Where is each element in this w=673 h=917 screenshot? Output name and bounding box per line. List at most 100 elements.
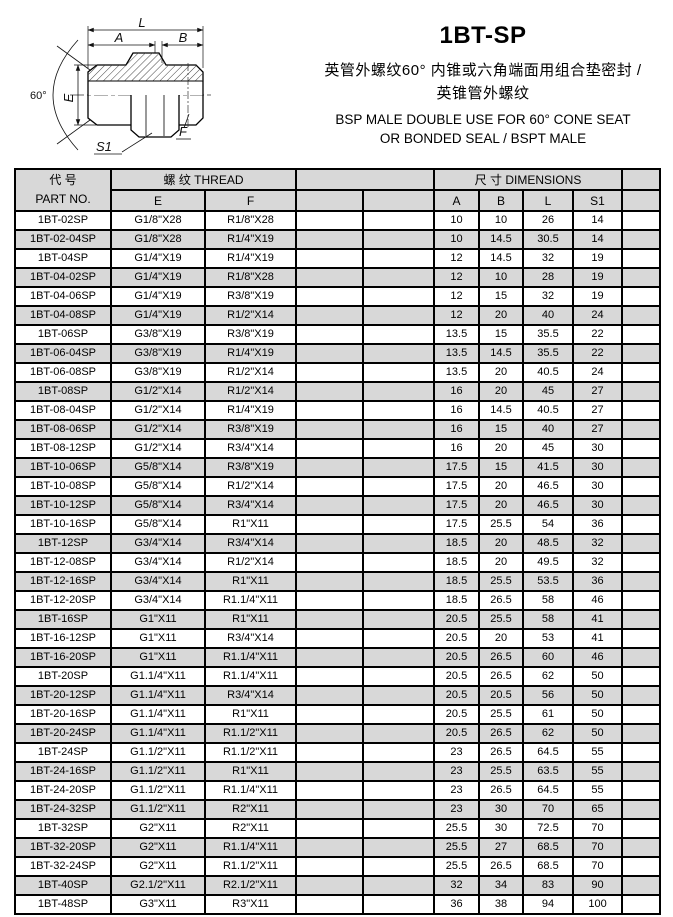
- cell-dim-s1: 36: [572, 571, 624, 592]
- cell-blank-2: [362, 799, 436, 820]
- cell-blank-2: [362, 419, 436, 440]
- cell-dim-b: 14.5: [478, 343, 525, 364]
- cell-blank-1: [295, 761, 365, 782]
- table-row: 1BT-10-16SP G5/8"X14 R1"X11 17.5 25.5 54 36: [14, 514, 662, 535]
- cell-dim-a: 12: [433, 286, 481, 307]
- cell-dim-l: 53: [522, 628, 575, 649]
- cell-dim-l: 68.5: [522, 837, 575, 858]
- cell-part-no: 1BT-06-04SP: [14, 343, 112, 364]
- dim-label-e: E: [61, 93, 76, 102]
- cell-dim-b: 20: [478, 362, 525, 383]
- header-col-e: E: [110, 189, 206, 212]
- cell-dim-s1: 32: [572, 533, 624, 554]
- cell-blank-2: [362, 305, 436, 326]
- cell-blank-3: [621, 210, 662, 231]
- cell-part-no: 1BT-48SP: [14, 894, 112, 915]
- cell-part-no: 1BT-24-20SP: [14, 780, 112, 801]
- cell-blank-3: [621, 799, 662, 820]
- cell-dim-a: 20.5: [433, 723, 481, 744]
- hex-nut: [130, 95, 180, 138]
- cell-blank-1: [295, 514, 365, 535]
- cell-dim-a: 12: [433, 248, 481, 269]
- cell-blank-2: [362, 609, 436, 630]
- cell-dim-a: 20.5: [433, 704, 481, 725]
- cell-dim-s1: 50: [572, 704, 624, 725]
- cell-thread-e: G1.1/4"X11: [110, 685, 206, 706]
- cell-blank-1: [295, 666, 365, 687]
- cell-blank-3: [621, 761, 662, 782]
- cell-dim-b: 38: [478, 894, 525, 915]
- cell-blank-3: [621, 552, 662, 573]
- cell-thread-e: G1/8"X28: [110, 229, 206, 250]
- cell-dim-s1: 27: [572, 381, 624, 402]
- cell-blank-1: [295, 723, 365, 744]
- cell-blank-2: [362, 400, 436, 421]
- cell-thread-f: R1/2"X14: [203, 381, 298, 402]
- cell-dim-l: 30.5: [522, 229, 575, 250]
- cell-dim-l: 26: [522, 210, 575, 231]
- cell-dim-l: 48.5: [522, 533, 575, 554]
- cell-part-no: 1BT-32-24SP: [14, 856, 112, 877]
- cell-blank-2: [362, 438, 436, 459]
- subtitle-english-line2: OR BONDED SEAL / BSPT MALE: [379, 131, 587, 146]
- cell-part-no: 1BT-04SP: [14, 248, 112, 269]
- cell-dim-a: 10: [433, 210, 481, 231]
- header-blank-sub-1: [295, 189, 365, 212]
- cell-blank-2: [362, 286, 436, 307]
- cell-dim-s1: 41: [572, 609, 624, 630]
- cell-dim-s1: 30: [572, 438, 624, 459]
- table-row: 1BT-24SP G1.1/2"X11 R1.1/2"X11 23 26.5 64.5 55: [14, 742, 662, 763]
- cell-blank-2: [362, 552, 436, 573]
- cell-blank-1: [295, 628, 365, 649]
- cell-dim-l: 63.5: [522, 761, 575, 782]
- cell-dim-b: 20: [478, 381, 525, 402]
- header-part-no: 代 号 PART NO.: [14, 168, 112, 212]
- cell-dim-b: 14.5: [478, 229, 525, 250]
- header-part-no-cn: 代 号: [49, 173, 77, 187]
- cell-dim-a: 17.5: [433, 476, 481, 497]
- cell-thread-f: R1/2"X14: [203, 305, 298, 326]
- header-thread: 螺 纹 THREAD: [109, 168, 298, 191]
- cell-thread-f: R1/2"X14: [203, 476, 298, 497]
- cell-thread-f: R3/4"X14: [203, 495, 298, 516]
- cell-thread-f: R3/8"X19: [203, 457, 298, 478]
- technical-drawing: L A B E 60° S1 F: [10, 8, 272, 164]
- cell-dim-s1: 30: [572, 476, 624, 497]
- cell-blank-2: [362, 685, 436, 706]
- table-row: 1BT-48SP G3"X11 R3"X11 36 38 94 100: [14, 894, 662, 915]
- cell-dim-s1: 36: [572, 514, 624, 535]
- cell-blank-1: [295, 305, 365, 326]
- cell-dim-l: 58: [522, 609, 575, 630]
- cell-dim-a: 20.5: [433, 628, 481, 649]
- cell-blank-3: [621, 381, 662, 402]
- table-row: 1BT-16SP G1"X11 R1"X11 20.5 25.5 58 41: [14, 609, 662, 630]
- cell-dim-s1: 19: [572, 286, 624, 307]
- cell-thread-e: G3/4"X14: [110, 571, 206, 592]
- cell-part-no: 1BT-24SP: [14, 742, 112, 763]
- cell-dim-s1: 50: [572, 666, 624, 687]
- cell-blank-3: [621, 400, 662, 421]
- page-title: 1BT-SP: [439, 22, 527, 49]
- fitting-body-bottom-left: [87, 95, 131, 126]
- cell-dim-b: 25.5: [478, 514, 525, 535]
- cell-blank-3: [621, 343, 662, 364]
- cell-dim-a: 23: [433, 799, 481, 820]
- cell-blank-2: [362, 723, 436, 744]
- cell-blank-3: [621, 723, 662, 744]
- cell-dim-b: 14.5: [478, 248, 525, 269]
- table-row: 1BT-32SP G2"X11 R2"X11 25.5 30 72.5 70: [14, 818, 662, 839]
- cell-dim-b: 20.5: [478, 685, 525, 706]
- cell-dim-a: 23: [433, 780, 481, 801]
- cell-thread-e: G3/4"X14: [110, 552, 206, 573]
- cell-thread-e: G5/8"X14: [110, 457, 206, 478]
- cell-dim-l: 45: [522, 381, 575, 402]
- cell-dim-b: 15: [478, 457, 525, 478]
- cell-blank-3: [621, 704, 662, 725]
- cell-blank-1: [295, 856, 365, 877]
- table-row: 1BT-40SP G2.1/2"X11 R2.1/2"X11 32 34 83 90: [14, 875, 662, 896]
- cell-dim-s1: 22: [572, 343, 624, 364]
- cell-blank-3: [621, 647, 662, 668]
- cell-thread-e: G5/8"X14: [110, 476, 206, 497]
- cell-dim-l: 94: [522, 894, 575, 915]
- subtitle-chinese-line2: 英锥管外螺纹: [436, 85, 530, 102]
